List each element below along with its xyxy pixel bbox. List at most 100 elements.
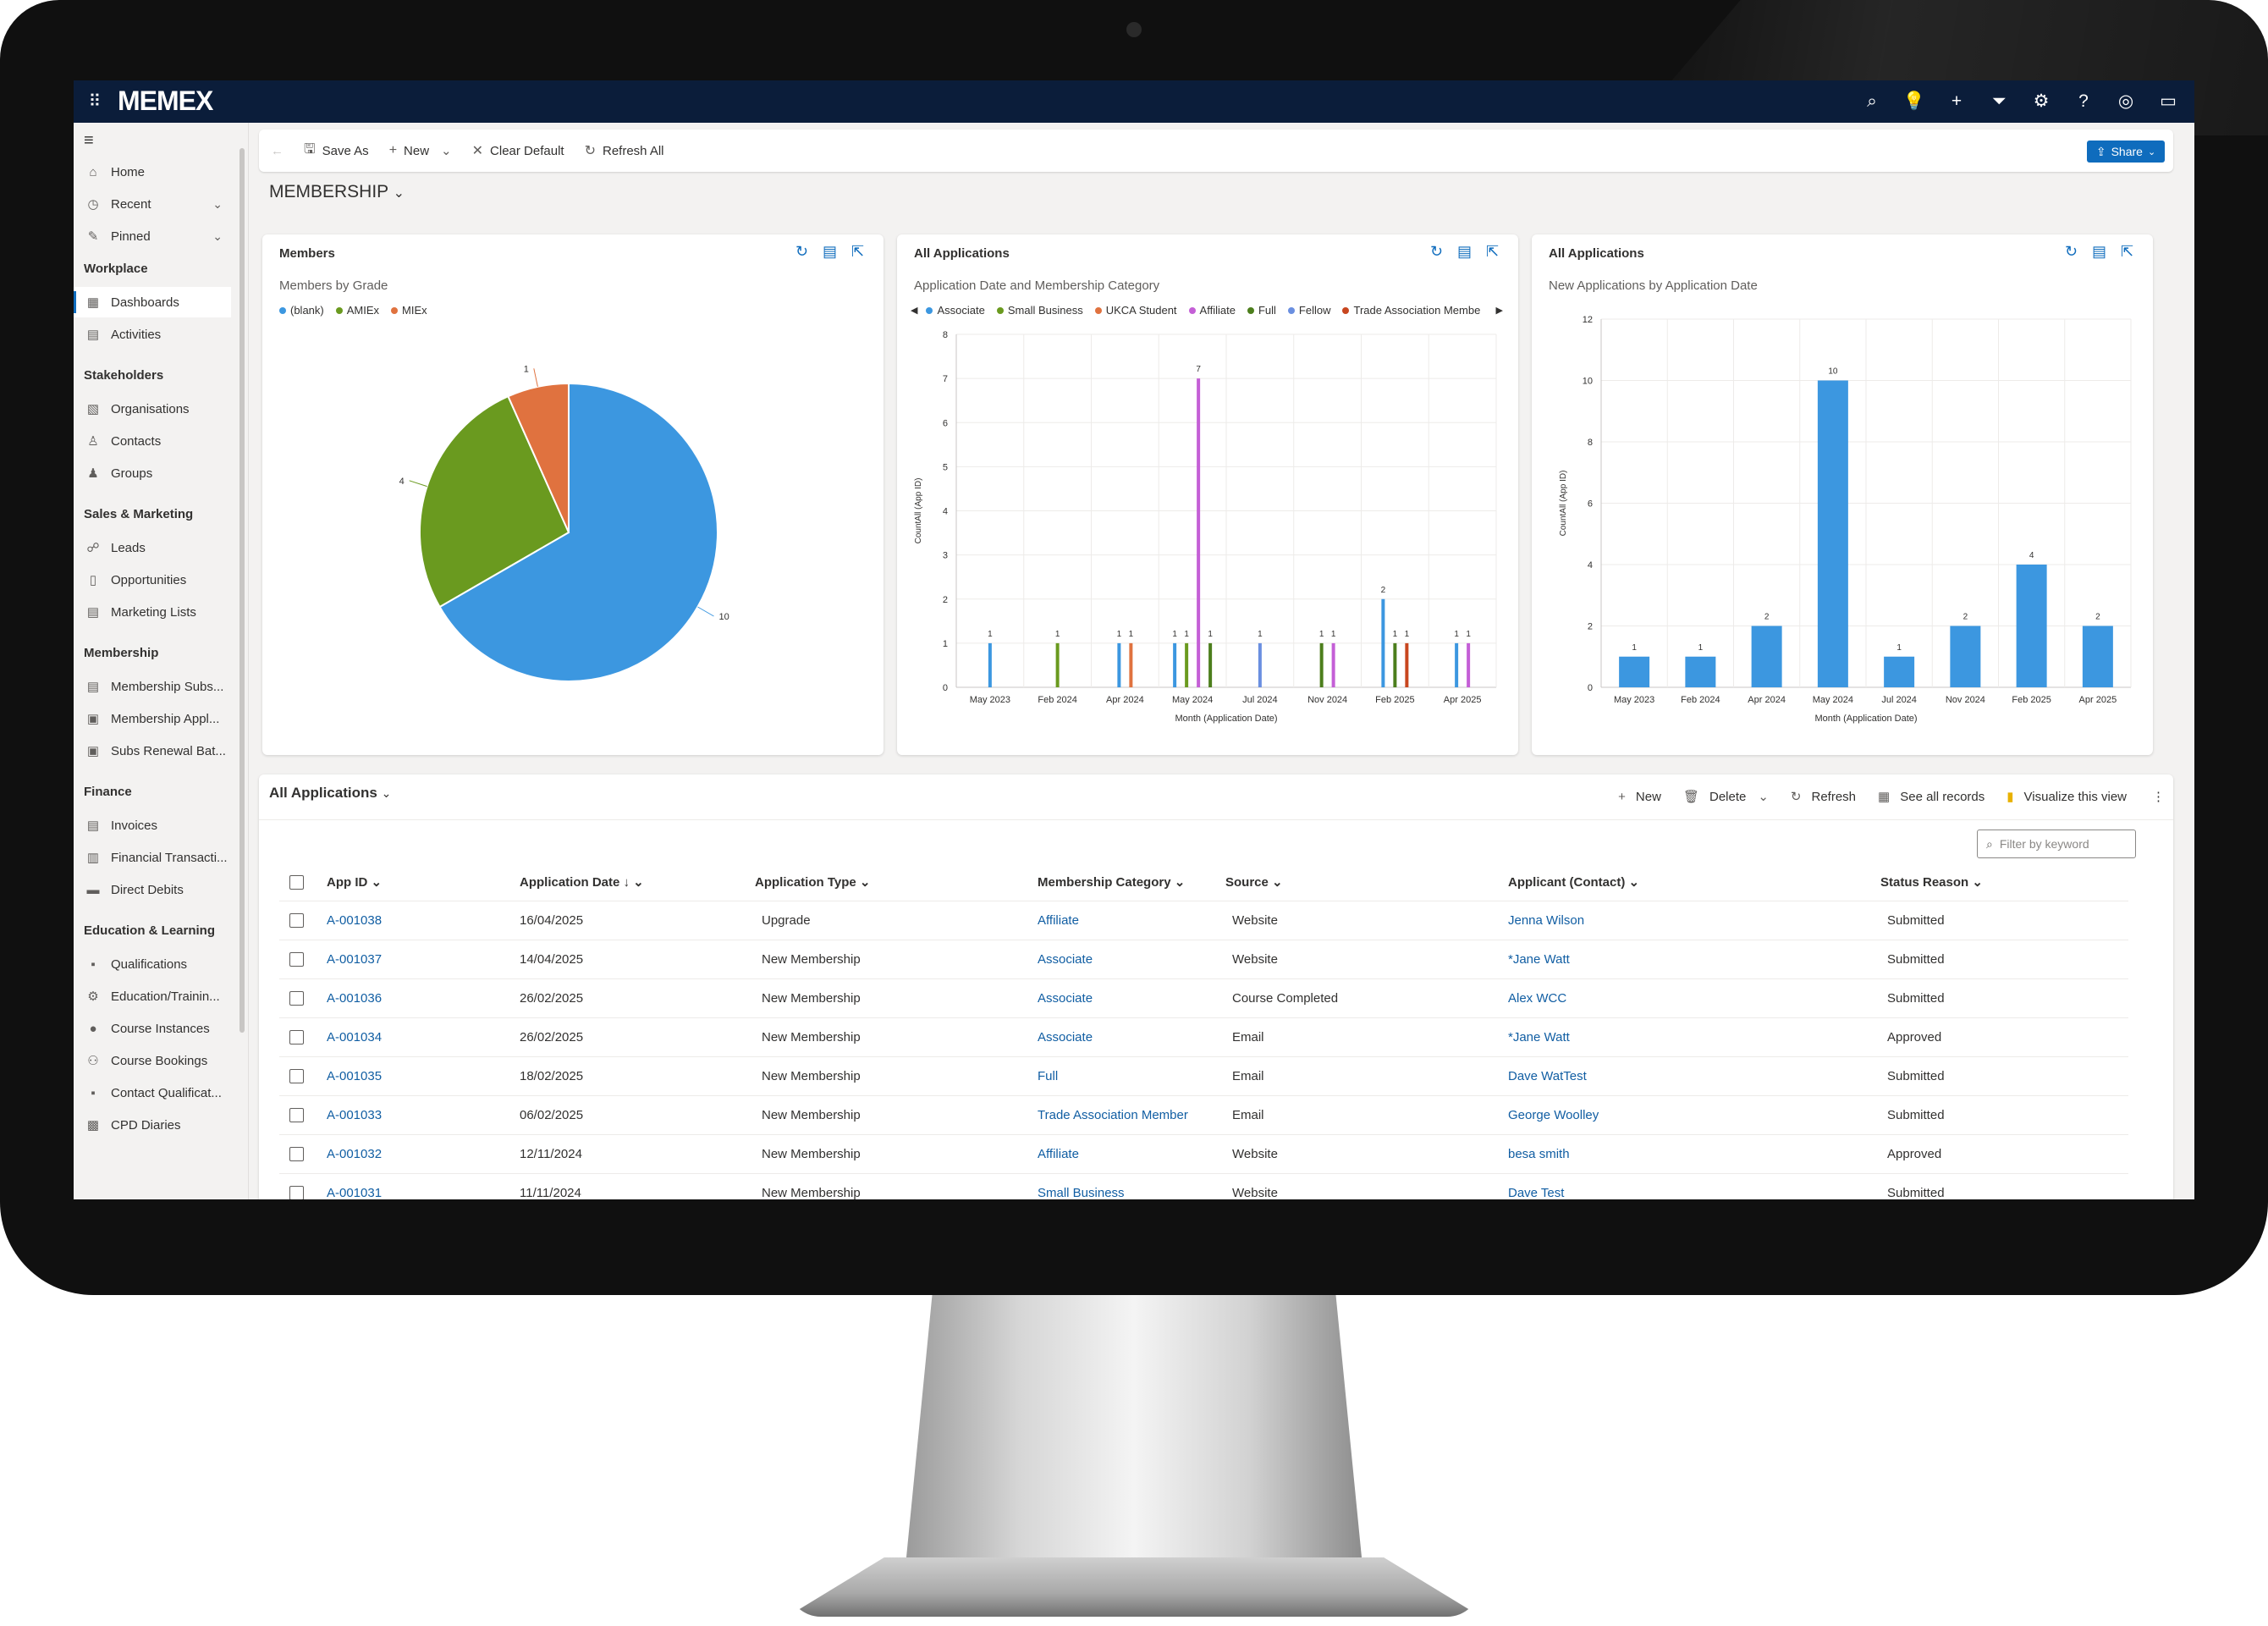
legend-item[interactable]: Affiliate	[1188, 304, 1236, 317]
search-icon[interactable]: ⌕	[1867, 91, 1877, 111]
sidebar-item-education-trainin-[interactable]: ⚙ Education/Trainin...	[74, 981, 231, 1011]
applicant-link[interactable]: Dave Test	[1508, 1186, 1565, 1199]
expand-icon[interactable]: ⇱	[850, 243, 865, 260]
app-launcher-icon[interactable]: ⠿	[88, 92, 102, 111]
refresh-all-button[interactable]: ↻ Refresh All	[585, 130, 664, 172]
filter-by-keyword-input[interactable]: ⌕ Filter by keyword	[1977, 830, 2136, 858]
app-logo[interactable]: MEMEX	[118, 85, 213, 117]
column-header[interactable]: Application Date ↓ ⌄	[520, 875, 644, 890]
table-row[interactable]: A-001036 26/02/2025 New Membership Associat…	[279, 979, 2128, 1018]
membership-category-link[interactable]: Affiliate	[1038, 1147, 1079, 1161]
visualize-view-button[interactable]: ▮ Visualize this view	[2007, 789, 2127, 805]
delete-button[interactable]: 🗑 Delete	[1683, 789, 1746, 805]
legend-item[interactable]: Associate	[926, 304, 985, 317]
column-header[interactable]: App ID ⌄	[327, 875, 383, 890]
sidebar-item-recent[interactable]: ◷ Recent ⌄	[74, 189, 231, 219]
refresh-icon[interactable]: ↻	[2064, 243, 2078, 260]
membership-category-link[interactable]: Full	[1038, 1069, 1059, 1083]
legend-item[interactable]: UKCA Student	[1094, 304, 1177, 317]
sidebar-item-marketing-lists[interactable]: ▤ Marketing Lists	[74, 597, 231, 627]
applicant-link[interactable]: Jenna Wilson	[1508, 913, 1585, 928]
app-id-link[interactable]: A-001031	[327, 1186, 383, 1199]
app-id-link[interactable]: A-001037	[327, 952, 383, 967]
legend-prev-arrow[interactable]: ◀	[911, 306, 918, 316]
view-selector[interactable]: All Applications ⌄	[269, 785, 391, 802]
view-records-icon[interactable]: ▤	[2091, 243, 2106, 260]
filter-icon[interactable]: ⏷	[1991, 91, 2007, 111]
sidebar-item-membership-appl-[interactable]: ▣ Membership Appl...	[74, 703, 231, 734]
table-row[interactable]: A-001035 18/02/2025 New Membership Full Emai…	[279, 1057, 2128, 1096]
save-as-button[interactable]: 🖫 Save As	[304, 130, 369, 172]
legend-next-arrow[interactable]: ▶	[1490, 305, 1503, 316]
dashboard-selector[interactable]: MEMBERSHIP ⌄	[269, 182, 405, 202]
row-checkbox[interactable]	[289, 952, 304, 967]
refresh-icon[interactable]: ↻	[795, 243, 809, 260]
refresh-icon[interactable]: ↻	[1429, 243, 1444, 260]
plus-icon[interactable]: +	[1951, 91, 1962, 111]
membership-category-link[interactable]: Associate	[1038, 991, 1093, 1006]
sidebar-item-subs-renewal-bat-[interactable]: ▣ Subs Renewal Bat...	[74, 736, 231, 766]
sidebar-item-contact-qualificat-[interactable]: ▪ Contact Qualificat...	[74, 1078, 231, 1108]
table-row[interactable]: A-001037 14/04/2025 New Membership Associat…	[279, 940, 2128, 979]
sidebar-item-leads[interactable]: ☍ Leads	[74, 532, 231, 563]
sidebar-item-financial-transacti-[interactable]: ▥ Financial Transacti...	[74, 842, 231, 873]
app-id-link[interactable]: A-001038	[327, 913, 383, 928]
row-checkbox[interactable]	[289, 1030, 304, 1044]
sidebar-item-direct-debits[interactable]: ▬ Direct Debits	[74, 874, 231, 905]
table-row[interactable]: A-001034 26/02/2025 New Membership Associat…	[279, 1018, 2128, 1057]
applicant-link[interactable]: George Woolley	[1508, 1108, 1599, 1122]
grid-refresh-button[interactable]: ↻ Refresh	[1791, 789, 1856, 805]
row-checkbox[interactable]	[289, 1108, 304, 1122]
app-id-link[interactable]: A-001032	[327, 1147, 383, 1161]
table-row[interactable]: A-001033 06/02/2025 New Membership Trade As…	[279, 1096, 2128, 1135]
sidebar-item-organisations[interactable]: ▧ Organisations	[74, 394, 231, 424]
expand-icon[interactable]: ⇱	[1485, 243, 1500, 260]
column-header[interactable]: Application Type ⌄	[755, 875, 871, 890]
applicant-link[interactable]: besa smith	[1508, 1147, 1570, 1161]
chevron-down-icon[interactable]: ⌄	[441, 144, 452, 158]
row-checkbox[interactable]	[289, 991, 304, 1006]
applicant-link[interactable]: Dave WatTest	[1508, 1069, 1587, 1083]
row-checkbox[interactable]	[289, 913, 304, 928]
copilot-icon[interactable]: ◎	[2117, 91, 2134, 111]
legend-item[interactable]: (blank)	[279, 304, 324, 317]
select-all-checkbox[interactable]	[289, 875, 304, 890]
see-all-records-button[interactable]: ▦ See all records	[1878, 789, 1984, 805]
view-records-icon[interactable]: ▤	[822, 243, 837, 260]
expand-icon[interactable]: ⇱	[2120, 243, 2134, 260]
sidebar-scrollbar[interactable]	[239, 148, 245, 1033]
more-commands-chevron[interactable]: ⌄	[1758, 789, 1769, 804]
settings-icon[interactable]: ⚙	[2033, 91, 2050, 111]
chat-icon[interactable]: ▭	[2160, 91, 2177, 111]
chevron-down-icon[interactable]: ⌄	[212, 229, 223, 243]
column-header[interactable]: Membership Category ⌄	[1038, 875, 1186, 890]
lightbulb-icon[interactable]: 💡	[1902, 91, 1926, 111]
membership-category-link[interactable]: Affiliate	[1038, 913, 1079, 928]
row-checkbox[interactable]	[289, 1069, 304, 1083]
new-button[interactable]: + New ⌄	[389, 130, 452, 172]
membership-category-link[interactable]: Small Business	[1038, 1186, 1125, 1199]
sidebar-item-contacts[interactable]: ♙ Contacts	[74, 426, 231, 456]
app-id-link[interactable]: A-001034	[327, 1030, 383, 1044]
sidebar-item-qualifications[interactable]: ▪ Qualifications	[74, 949, 231, 979]
app-id-link[interactable]: A-001033	[327, 1108, 383, 1122]
legend-item[interactable]: Small Business	[996, 304, 1083, 317]
legend-item[interactable]: AMIEx	[335, 304, 379, 317]
column-header[interactable]: Applicant (Contact) ⌄	[1508, 875, 1640, 890]
row-checkbox[interactable]	[289, 1147, 304, 1161]
view-records-icon[interactable]: ▤	[1456, 243, 1472, 260]
legend-item[interactable]: Fellow	[1287, 304, 1330, 317]
column-header[interactable]: Source ⌄	[1225, 875, 1283, 890]
applicant-link[interactable]: Alex WCC	[1508, 991, 1567, 1006]
applicant-link[interactable]: *Jane Watt	[1508, 1030, 1570, 1044]
membership-category-link[interactable]: Associate	[1038, 952, 1093, 967]
back-button[interactable]: ←	[271, 143, 284, 158]
app-id-link[interactable]: A-001036	[327, 991, 383, 1006]
share-button[interactable]: ⇪ Share ⌄	[2087, 141, 2165, 163]
sidebar-item-groups[interactable]: ♟ Groups	[74, 458, 231, 488]
sidebar-item-membership-subs-[interactable]: ▤ Membership Subs...	[74, 671, 231, 702]
sidebar-item-activities[interactable]: ▤ Activities	[74, 319, 231, 350]
help-icon[interactable]: ?	[2078, 91, 2089, 111]
column-header[interactable]: Status Reason ⌄	[1880, 875, 1983, 890]
sidebar-item-dashboards[interactable]: ▦ Dashboards	[74, 287, 231, 317]
